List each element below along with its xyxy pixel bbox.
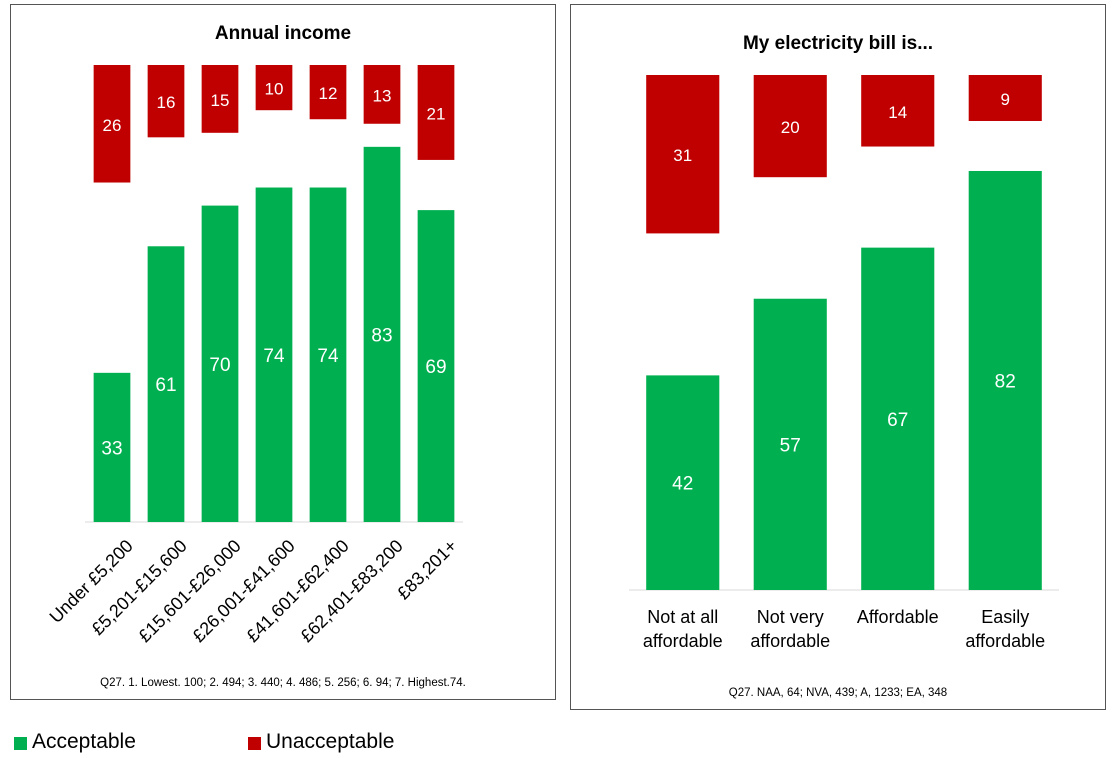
bill-bar-unacceptable-not-very-affordable [753,75,827,178]
income-bar-unacceptable-15-601-26-000 [201,65,239,133]
income-bar-acceptable-under-5-200 [93,372,131,522]
bill-tick-label-easily-affordable: Easily affordable [965,607,1045,651]
bill-label-unacceptable-easily-affordable: 9 [1001,90,1010,109]
bill-bar-unacceptable-affordable [861,75,935,147]
income-bar-unacceptable-41-601-62-400 [309,65,347,120]
bill-label-unacceptable-affordable: 14 [888,103,907,122]
income-label-acceptable-41-601-62-400: 74 [317,346,339,367]
bill-bar-unacceptable-not-at-all-affordable [646,75,720,234]
income-tick-label-62-401-83-200: £62,401-£83,200 [296,536,406,646]
bill-label-acceptable-not-very-affordable: 57 [780,435,801,456]
income-bar-acceptable-41-601-62-400 [309,187,347,522]
bill-bar-acceptable-not-very-affordable [753,298,827,590]
bill-label-acceptable-easily-affordable: 82 [995,371,1016,392]
income-label-acceptable-26-001-41-600: 74 [263,346,285,367]
income-bar-acceptable-15-601-26-000 [201,205,239,522]
bill-bar-acceptable-not-at-all-affordable [646,375,720,590]
income-bar-acceptable-83-201 [417,210,455,522]
bill-chart-panel: My electricity bill is... 42 31 Not at all… [570,4,1106,710]
income-bar-acceptable-26-001-41-600 [255,187,293,522]
income-tick-label-83-201: £83,201+ [393,536,461,604]
income-label-acceptable-62-401-83-200: 83 [371,325,392,346]
bill-tick-label-affordable: Affordable [857,607,939,627]
bill-chart-title: My electricity bill is... [742,33,934,54]
legend-swatch-unacceptable [248,737,261,750]
bill-chart-note: Q27. NAA, 64; NVA, 439; A, 1233; EA, 348 [728,687,948,699]
income-label-unacceptable-62-401-83-200: 13 [373,86,392,105]
bill-label-unacceptable-not-very-affordable: 20 [781,118,800,137]
income-chart-title: Annual income [214,23,352,44]
income-bar-acceptable-5-201-15-600 [147,246,185,522]
bill-chart-plot: 42 31 Not at all affordable 57 20 Not very affo… [629,75,1059,651]
income-bar-unacceptable-26-001-41-600 [255,65,293,111]
income-chart-note: Q27. 1. Lowest. 100; 2. 494; 3. 440; 4. … [100,677,466,689]
bill-bar-unacceptable-easily-affordable [968,75,1042,121]
legend-swatch-acceptable [14,737,27,750]
income-label-unacceptable-5-201-15-600: 16 [157,93,176,112]
bill-bar-acceptable-easily-affordable [968,170,1042,591]
income-bar-unacceptable-62-401-83-200 [363,65,401,124]
legend-label-unacceptable: Unacceptable [266,730,395,753]
legend-label-acceptable: Acceptable [32,730,136,753]
bill-tick-label-not-at-all-affordable: Not at all affordable [643,607,723,651]
bill-tick-label-not-very-affordable: Not very affordable [750,607,830,651]
bill-bar-acceptable-affordable [861,247,935,590]
income-label-unacceptable-under-5-200: 26 [103,116,122,135]
income-label-unacceptable-26-001-41-600: 10 [265,80,284,99]
income-label-unacceptable-41-601-62-400: 12 [319,84,338,103]
bill-label-acceptable-not-at-all-affordable: 42 [672,474,693,495]
income-label-acceptable-15-601-26-000: 70 [209,355,230,376]
income-label-acceptable-83-201: 69 [425,357,446,378]
income-tick-label-5-201-15-600: £5,201-£15,600 [88,536,191,639]
income-bar-unacceptable-under-5-200 [93,65,131,183]
income-label-acceptable-5-201-15-600: 61 [155,375,176,396]
income-bar-unacceptable-83-201 [417,65,455,160]
income-chart-panel: Annual income 33 26 Under £5,200 61 16 £5,201… [10,4,556,700]
income-bar-acceptable-62-401-83-200 [363,146,401,522]
income-label-acceptable-under-5-200: 33 [101,438,122,459]
income-label-unacceptable-83-201: 21 [427,104,446,123]
bill-label-unacceptable-not-at-all-affordable: 31 [673,146,692,165]
bill-label-acceptable-affordable: 67 [887,410,908,431]
income-bar-unacceptable-5-201-15-600 [147,65,185,138]
income-label-unacceptable-15-601-26-000: 15 [211,91,230,110]
